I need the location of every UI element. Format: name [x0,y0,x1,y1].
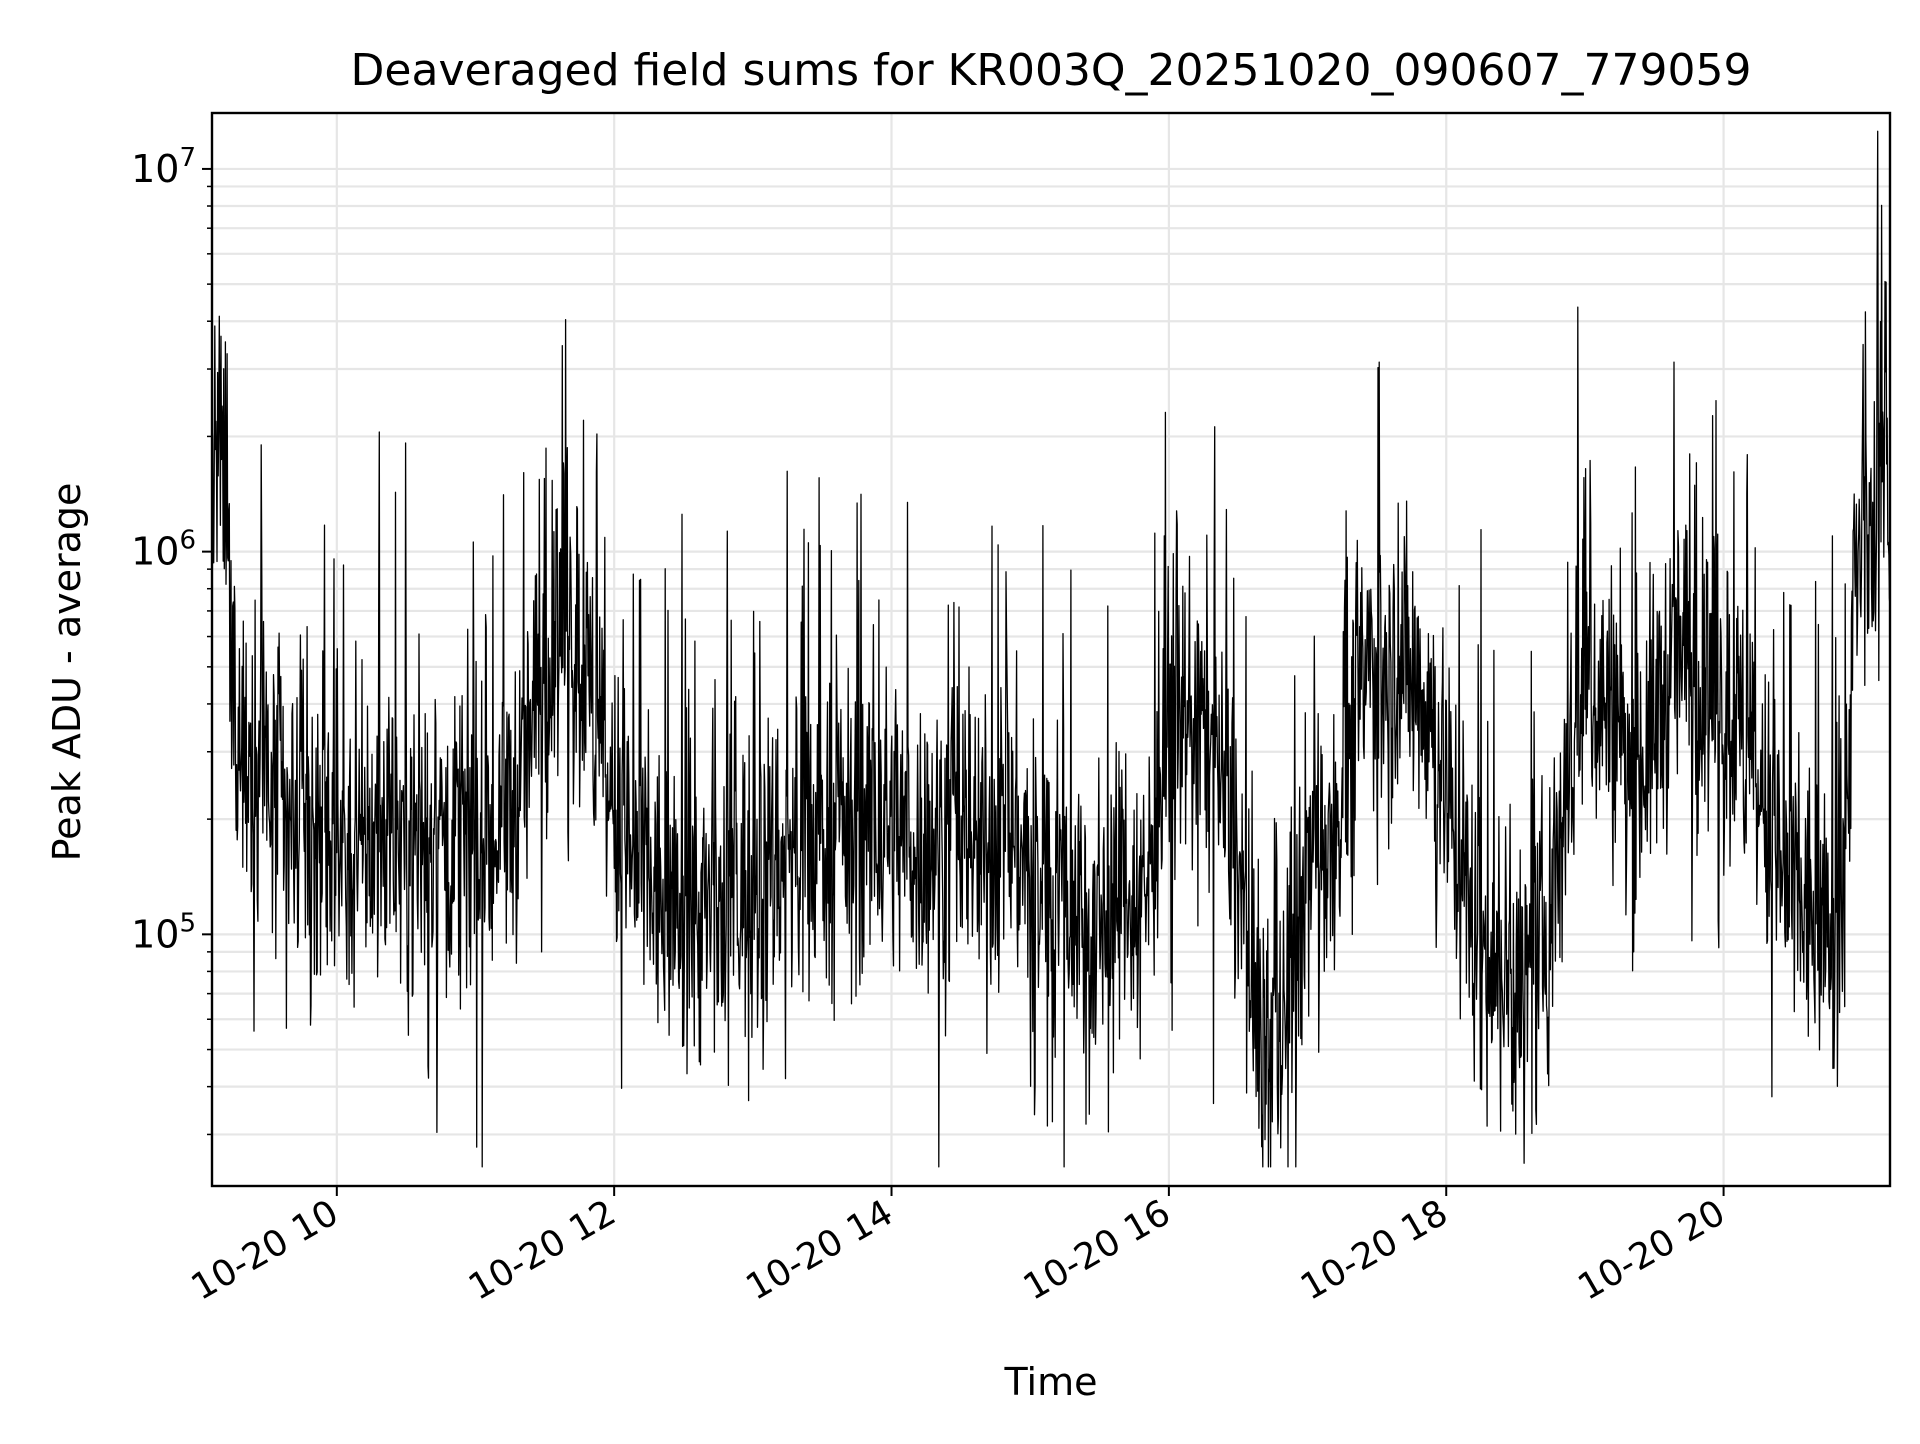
chart-title: Deaveraged field sums for KR003Q_2025102… [351,45,1752,96]
series-line [211,130,1891,1168]
x-tick-label: 10-20 10 [185,1192,346,1308]
x-tick-label: 10-20 12 [462,1192,623,1308]
plot-frame [210,111,1892,1188]
x-tick-label: 10-20 18 [1294,1192,1455,1308]
x-tick-label: 10-20 14 [739,1192,900,1308]
y-tick-label: 106 [131,526,196,574]
x-tick-label: 10-20 16 [1017,1192,1178,1308]
x-tick-label: 10-20 20 [1571,1192,1732,1308]
x-axis-label: Time [1004,1360,1098,1404]
y-tick-label: 107 [131,143,196,191]
y-tick-label: 105 [131,908,196,956]
y-axis-label: Peak ADU - average [45,483,89,862]
grid [212,113,1890,1186]
series-layer [211,130,1891,1168]
